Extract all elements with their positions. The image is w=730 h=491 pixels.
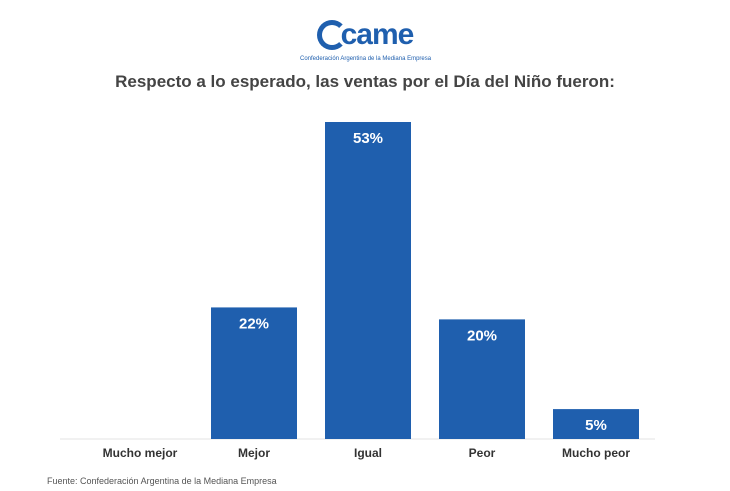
logo-wordmark: came (340, 18, 415, 51)
source-note: Fuente: Confederación Argentina de la Me… (47, 476, 277, 486)
came-logo: came Confederación Argentina de la Media… (300, 18, 432, 68)
data-label-mejor: 22% (239, 315, 269, 332)
x-tick-label-mejor: Mejor (238, 446, 270, 460)
chart-title: Respecto a lo esperado, las ventas por e… (115, 72, 615, 91)
x-tick-label-mucho-mejor: Mucho mejor (103, 446, 178, 460)
bar-peor (439, 319, 525, 439)
x-tick-label-peor: Peor (469, 446, 496, 460)
bar-mucho-peor (553, 409, 639, 439)
logo-ring-icon (316, 20, 347, 50)
data-label-igual: 53% (353, 130, 383, 147)
data-label-mucho-peor: 5% (585, 417, 607, 434)
logo-caption: Confederación Argentina de la Mediana Em… (300, 56, 432, 62)
came-logo-mark: came (316, 18, 415, 52)
x-tick-label-igual: Igual (354, 446, 382, 460)
data-label-peor: 20% (467, 327, 497, 344)
bar-igual (325, 122, 411, 439)
bar-mejor (211, 307, 297, 439)
x-tick-label-mucho-peor: Mucho peor (562, 446, 630, 460)
